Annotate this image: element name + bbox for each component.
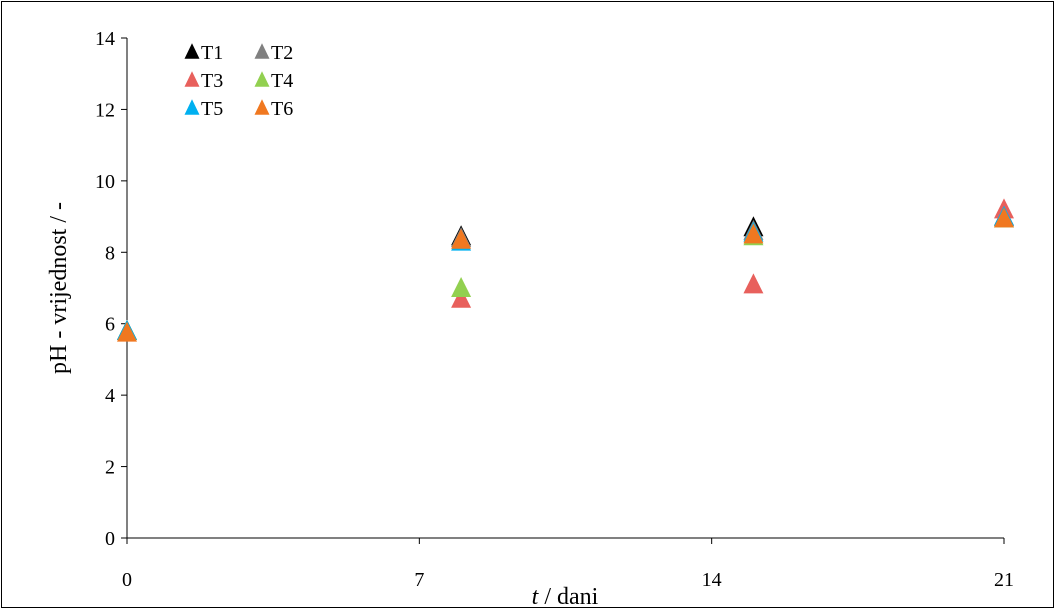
legend-label-t5: T5 bbox=[201, 98, 223, 120]
y-tick-label: 10 bbox=[95, 171, 115, 193]
legend-marker-t3 bbox=[184, 71, 200, 87]
legend-label-t1: T1 bbox=[201, 42, 223, 64]
y-tick-labels: 0 2 4 6 8 10 12 14 bbox=[95, 28, 115, 550]
legend-label-t3: T3 bbox=[201, 70, 223, 92]
y-tick-label: 0 bbox=[105, 528, 115, 550]
x-tick-labels: 0 7 14 21 bbox=[122, 569, 1014, 591]
data-point-t6 bbox=[994, 207, 1014, 228]
data-point-t3 bbox=[451, 287, 472, 308]
y-tick-label: 6 bbox=[105, 314, 115, 336]
x-tick-label: 21 bbox=[994, 569, 1014, 591]
x-tick-label: 0 bbox=[122, 569, 132, 591]
y-tick-label: 8 bbox=[105, 242, 115, 264]
data-point-t3 bbox=[743, 273, 764, 294]
y-tick-label: 4 bbox=[105, 385, 115, 407]
y-tick-label: 14 bbox=[95, 28, 115, 50]
legend-label-t6: T6 bbox=[271, 98, 293, 120]
x-axis-title-variable: t bbox=[532, 584, 540, 610]
x-axis-title-unit: / dani bbox=[538, 584, 598, 610]
legend: T1 T2 T3 T4 T5 T6 bbox=[184, 42, 293, 120]
data-point-t6 bbox=[743, 223, 764, 244]
y-tick-label: 12 bbox=[95, 99, 115, 121]
y-axis-title: pH - vrijednost / - bbox=[46, 202, 72, 374]
legend-label-t4: T4 bbox=[271, 70, 293, 92]
axes bbox=[121, 37, 1005, 544]
data-point-t6 bbox=[117, 321, 137, 342]
x-tick-label: 14 bbox=[702, 569, 722, 591]
x-tick-label: 7 bbox=[414, 569, 424, 591]
data-points bbox=[117, 198, 1014, 342]
legend-marker-t4 bbox=[254, 71, 270, 87]
legend-marker-t1 bbox=[184, 43, 200, 59]
x-axis-title: t / dani bbox=[532, 584, 599, 610]
data-point-t6 bbox=[451, 228, 472, 249]
data-point-t4 bbox=[451, 277, 472, 297]
legend-marker-t5 bbox=[184, 99, 200, 115]
legend-marker-t2 bbox=[254, 43, 270, 59]
legend-marker-t6 bbox=[254, 99, 270, 115]
legend-label-t2: T2 bbox=[271, 42, 293, 64]
y-tick-label: 2 bbox=[105, 457, 115, 479]
